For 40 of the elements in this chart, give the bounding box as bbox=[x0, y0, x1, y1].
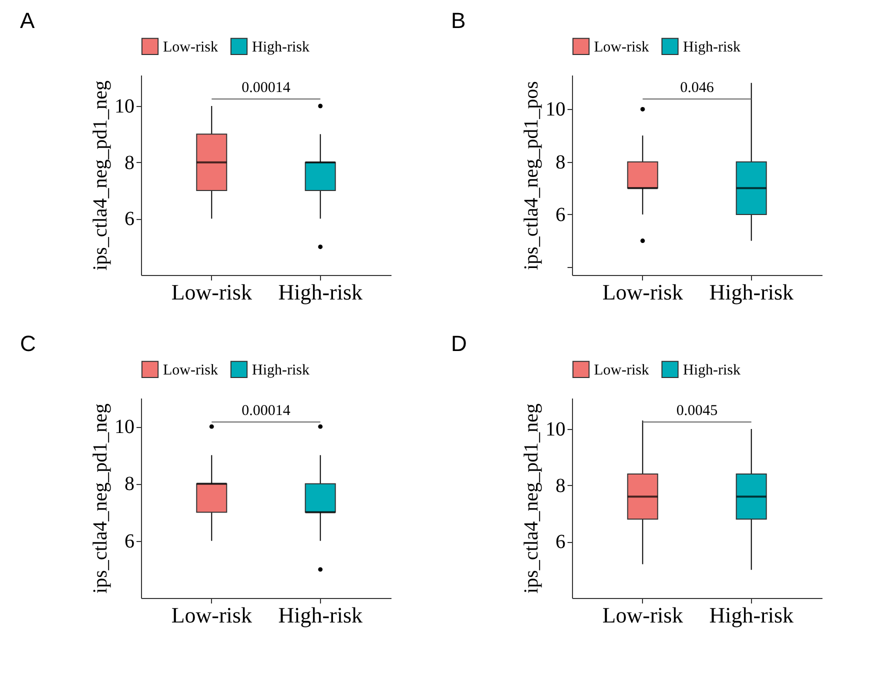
y-tick-label: 6 bbox=[124, 208, 134, 230]
chart-title: D bbox=[451, 331, 467, 356]
annotation: 0.046 bbox=[680, 80, 714, 96]
legend-label: High-risk bbox=[252, 362, 310, 378]
chart-title: B bbox=[451, 8, 466, 33]
x-tick-label: High-risk bbox=[709, 602, 794, 628]
y-tick-label: 10 bbox=[546, 418, 566, 440]
legend-label: High-risk bbox=[683, 39, 741, 56]
x-tick-label: High-risk bbox=[278, 602, 363, 628]
y-tick-label: 6 bbox=[556, 531, 566, 554]
x-tick-label: Low-risk bbox=[171, 280, 252, 304]
y-tick-label: 6 bbox=[556, 204, 566, 226]
y-axis-title: ips_ctla4_neg_pd1_pos bbox=[520, 80, 542, 270]
legend-label: High-risk bbox=[683, 362, 741, 378]
x-tick-label: Low-risk bbox=[171, 602, 252, 628]
annotation: 0.00014 bbox=[242, 403, 291, 419]
annotation: 0.00014 bbox=[242, 80, 291, 96]
legend-label: High-risk bbox=[252, 39, 310, 56]
x-tick-label: High-risk bbox=[278, 280, 363, 304]
x-tick-label: Low-risk bbox=[602, 280, 683, 304]
y-tick-label: 10 bbox=[114, 95, 134, 118]
y-axis-title: ips_ctla4_neg_pd1_neg bbox=[90, 80, 112, 270]
annotation: 0.0045 bbox=[676, 403, 718, 419]
legend-label: Low-risk bbox=[163, 362, 218, 378]
y-tick-label: 6 bbox=[124, 530, 134, 552]
chart-title: A bbox=[20, 8, 35, 33]
chart-title: C bbox=[20, 331, 36, 356]
y-tick-label: 8 bbox=[124, 473, 134, 496]
x-tick-label: High-risk bbox=[709, 280, 794, 304]
y-tick-label: 8 bbox=[556, 151, 566, 174]
y-tick-label: 8 bbox=[124, 152, 134, 174]
legend-label: Low-risk bbox=[594, 39, 650, 56]
y-axis-title: ips_ctla4_neg_pd1_neg bbox=[90, 404, 112, 594]
y-tick-label: 8 bbox=[556, 474, 566, 497]
y-axis-title: ips_ctla4_neg_pd1_neg bbox=[520, 404, 542, 594]
x-tick-label: Low-risk bbox=[602, 602, 683, 628]
legend-label: Low-risk bbox=[163, 39, 218, 56]
y-tick-label: 10 bbox=[114, 416, 134, 438]
y-tick-label: 10 bbox=[546, 98, 566, 121]
legend-label: Low-risk bbox=[594, 362, 650, 378]
